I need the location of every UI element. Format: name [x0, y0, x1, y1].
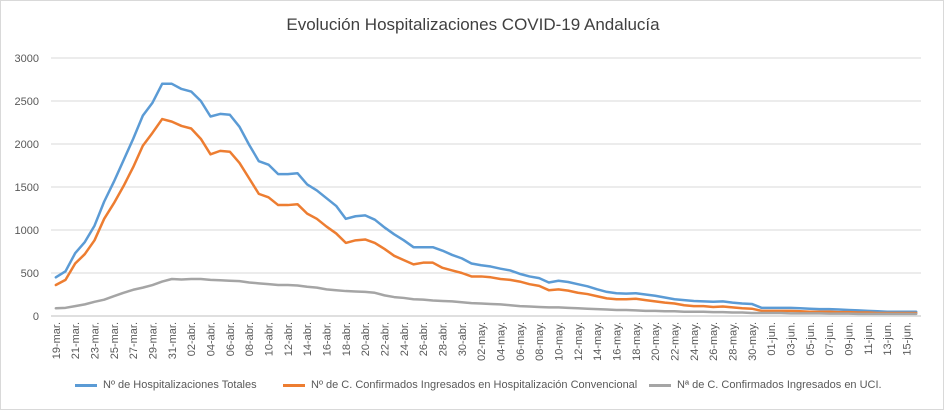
x-tick-label: 27-mar.: [128, 322, 140, 359]
x-tick-label: 04-abr.: [206, 322, 218, 356]
x-tick-label: 14-abr.: [302, 322, 314, 356]
chart-title: Evolución Hospitalizaciones COVID-19 And…: [286, 15, 660, 34]
x-tick-label: 20-abr.: [360, 322, 372, 356]
x-tick-label: 28-abr.: [438, 322, 450, 356]
legend-label-hospitalizaciones-totales: Nº de Hospitalizaciones Totales: [103, 379, 257, 391]
series-lines: [54, 82, 918, 316]
series-line-uci: [54, 277, 918, 316]
x-tick-label: 20-may.: [650, 322, 662, 361]
x-tick-label: 24-abr.: [399, 322, 411, 356]
x-tick-label: 22-abr.: [380, 322, 392, 356]
x-tick-label: 15-jun.: [902, 322, 914, 356]
series-line-hospitalizaciones-totales: [54, 82, 918, 313]
x-tick-label: 16-abr.: [322, 322, 334, 356]
x-tick-label: 11-jun.: [863, 322, 875, 355]
x-tick-label: 08-may.: [534, 322, 546, 361]
x-tick-label: 12-may.: [573, 322, 585, 361]
x-tick-label: 14-may.: [592, 322, 604, 361]
x-tick-label: 26-abr.: [418, 322, 430, 356]
x-tick-label: 22-may.: [670, 322, 682, 361]
x-tick-label: 03-jun.: [786, 322, 798, 356]
x-tick-label: 25-mar.: [109, 322, 121, 359]
y-axis-tick-labels: 0 500 1000 1500 2000 2500 3000: [15, 53, 39, 323]
legend-swatch-uci: [649, 383, 671, 387]
x-tick-label: 30-abr.: [457, 322, 469, 356]
legend-swatch-hospitalizacion-convencional: [283, 383, 305, 387]
legend: Nº de Hospitalizaciones Totales Nº de C.…: [1, 379, 944, 397]
x-tick-label: 01-jun.: [766, 322, 778, 356]
legend-label-hospitalizacion-convencional: Nº de C. Confirmados Ingresados en Hospi…: [311, 379, 638, 391]
x-tick-label: 26-may.: [708, 322, 720, 361]
legend-item-uci: Nª de C. Confirmados Ingresados en UCI.: [649, 379, 882, 391]
y-tick-label: 2500: [15, 96, 39, 108]
x-tick-label: 10-may.: [554, 322, 566, 361]
x-tick-label: 18-abr.: [341, 322, 353, 356]
legend-item-hospitalizaciones-totales: Nº de Hospitalizaciones Totales: [75, 379, 257, 391]
x-tick-label: 08-abr.: [244, 322, 256, 356]
x-tick-label: 07-jun.: [824, 322, 836, 356]
x-tick-label: 06-may.: [515, 322, 527, 361]
x-tick-label: 16-may.: [612, 322, 624, 361]
y-tick-label: 2000: [15, 139, 39, 151]
legend-label-uci: Nª de C. Confirmados Ingresados en UCI.: [677, 379, 882, 391]
y-tick-label: 1000: [15, 225, 39, 237]
x-tick-label: 30-may.: [747, 322, 759, 361]
x-tick-label: 09-jun.: [844, 322, 856, 356]
x-tick-label: 31-mar.: [167, 322, 179, 359]
y-tick-label: 3000: [15, 53, 39, 65]
x-axis-tick-labels: 19-mar. 21-mar. 23-mar. 25-mar. 27-mar. 29-ma…: [51, 322, 914, 361]
x-tick-label: 04-may.: [496, 322, 508, 361]
x-tick-label: 02-abr.: [186, 322, 198, 356]
x-tick-label: 12-abr.: [283, 322, 295, 356]
y-tick-label: 0: [33, 311, 39, 323]
x-tick-label: 28-may.: [728, 322, 740, 361]
y-tick-label: 1500: [15, 182, 39, 194]
x-tick-label: 29-mar.: [148, 322, 160, 359]
x-tick-label: 13-jun.: [882, 322, 894, 356]
x-tick-label: 24-may.: [689, 322, 701, 361]
x-tick-label: 02-may.: [476, 322, 488, 361]
legend-swatch-hospitalizaciones-totales: [75, 383, 97, 387]
x-tick-label: 18-may.: [631, 322, 643, 361]
gridlines: [51, 57, 921, 317]
x-tick-label: 05-jun.: [805, 322, 817, 356]
series-line-hospitalizacion-convencional: [54, 117, 918, 315]
x-tick-label: 19-mar.: [51, 322, 63, 359]
x-tick-label: 10-abr.: [264, 322, 276, 356]
legend-item-hospitalizacion-convencional: Nº de C. Confirmados Ingresados en Hospi…: [283, 379, 637, 391]
x-tick-label: 06-abr.: [225, 322, 237, 356]
y-tick-label: 500: [21, 268, 39, 280]
x-tick-label: 21-mar.: [70, 322, 82, 359]
x-tick-label: 23-mar.: [90, 322, 102, 359]
